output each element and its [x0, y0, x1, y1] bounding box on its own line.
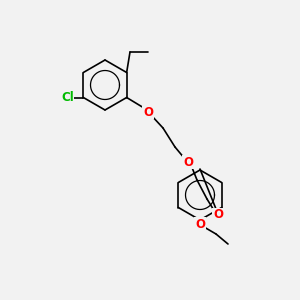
Text: O: O [195, 218, 205, 230]
Text: O: O [183, 155, 193, 169]
Text: O: O [143, 106, 153, 118]
Text: Cl: Cl [61, 91, 74, 104]
Text: O: O [213, 208, 223, 221]
